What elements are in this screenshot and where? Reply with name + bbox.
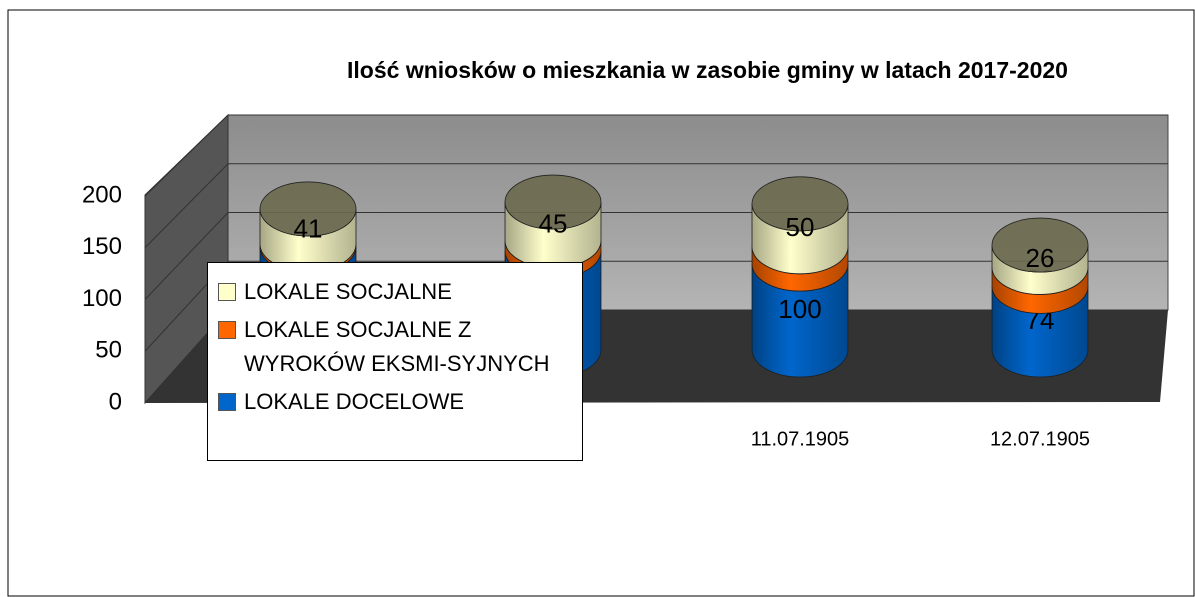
grid-line [144,163,1168,249]
segment-shade [992,245,1088,295]
segment-shade [992,286,1088,377]
grid-line [144,212,1168,300]
legend-swatch [218,321,236,339]
y-tick-label: 0 [109,388,122,415]
segment-shade [752,246,848,291]
x-tick-label: 12.07.1905 [990,428,1090,450]
legend-label: LOKALE SOCJALNE Z WYROKÓW EKSMI-SYJNYCH [244,317,550,376]
segment-shade [260,208,356,272]
frame [7,9,1195,597]
legend: LOKALE SOCJALNE LOKALE SOCJALNE Z WYROKÓW… [207,262,583,461]
data-label: 26 [1026,243,1055,273]
legend-item: LOKALE DOCELOWE [218,385,572,419]
x-tick-label: 11.07.1905 [751,428,850,450]
grid-line [144,260,1168,352]
legend-item: LOKALE SOCJALNE [218,275,572,309]
legend-swatch [218,393,236,411]
chart-title: Ilość wniosków o mieszkania w zasobie gm… [347,57,1068,83]
data-label: 45 [539,208,568,238]
data-label: 50 [786,212,815,242]
data-label: 100 [778,294,821,324]
legend-label: LOKALE SOCJALNE [244,279,452,304]
legend-swatch [218,283,236,301]
segment-shade [505,202,601,268]
segment-shade [752,264,848,377]
cylinder-top [504,174,602,230]
y-tick-label: 50 [95,337,122,364]
segment-shade [752,203,848,274]
cylinder-top [751,176,849,232]
cylinder-top [259,181,357,237]
legend-label: LOKALE DOCELOWE [244,389,465,414]
y-tick-label: 200 [82,181,122,208]
y-tick-label: 150 [82,233,122,260]
cylinder-top [991,217,1089,273]
segment-shade [992,267,1088,314]
legend-item: LOKALE SOCJALNE Z WYROKÓW EKSMI-SYJNYCH [218,313,572,381]
grid-line [144,114,1168,197]
y-tick-label: 100 [82,285,122,312]
data-label: 41 [294,213,323,243]
